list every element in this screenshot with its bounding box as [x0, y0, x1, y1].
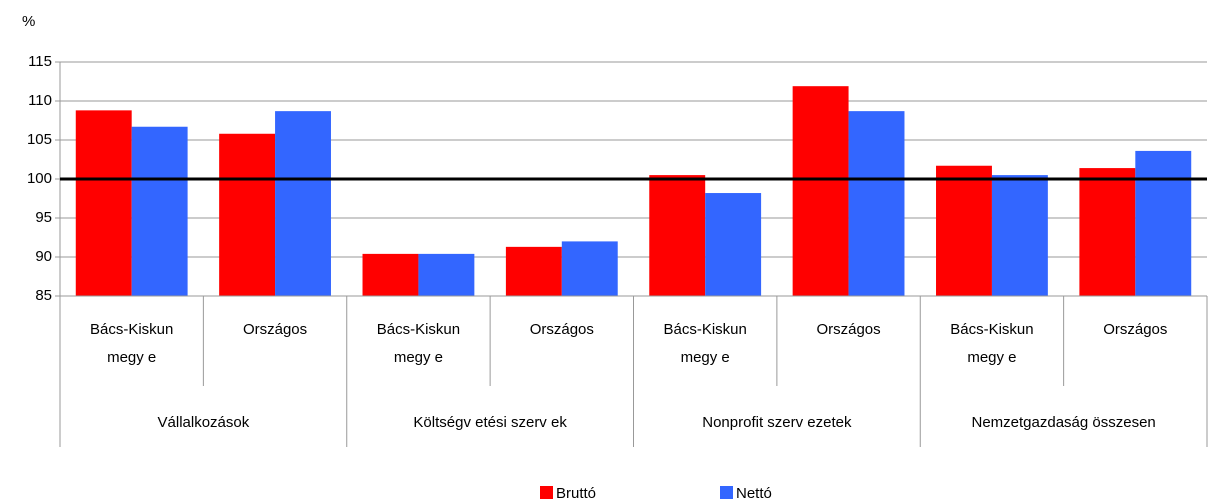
bar	[936, 165, 992, 296]
bar	[75, 110, 132, 296]
unit-label: %	[22, 13, 35, 30]
bar	[505, 246, 562, 296]
legend-swatch	[540, 486, 553, 499]
x-tick-label: Bács-Kiskun megy e	[950, 321, 1034, 366]
x-tick-label: Országos	[1103, 321, 1168, 338]
legend-swatch	[720, 486, 733, 499]
bar	[991, 175, 1048, 296]
legend-label: Nettó	[736, 485, 772, 502]
bar	[705, 193, 762, 296]
x-tick-label: Bács-Kiskun megy e	[663, 321, 747, 366]
y-tick-label: 105	[27, 131, 52, 148]
group-label: Vállalkozások	[157, 414, 250, 431]
bar	[792, 86, 849, 297]
bar	[219, 133, 276, 296]
bar	[1079, 168, 1136, 296]
bar	[649, 175, 706, 296]
bar	[418, 253, 475, 296]
y-tick-label: 95	[35, 209, 52, 226]
bar	[362, 253, 419, 296]
x-tick-label: Bács-Kiskun megy e	[90, 321, 174, 366]
bar	[275, 111, 331, 296]
y-tick-label: 90	[35, 248, 52, 265]
y-tick-label: 100	[27, 170, 52, 187]
group-label: Nemzetgazdaság összesen	[971, 414, 1156, 431]
bar	[1135, 150, 1192, 296]
y-tick-label: 115	[28, 53, 52, 70]
x-tick-label: Országos	[529, 321, 594, 338]
group-label: Költségv etési szerv ek	[413, 414, 567, 431]
bar	[848, 111, 905, 296]
y-tick-label: 85	[35, 287, 52, 304]
bar	[131, 126, 188, 297]
x-tick-label: Bács-Kiskun megy e	[376, 321, 461, 366]
bar	[561, 241, 618, 296]
group-label: Nonprofit szerv ezetek	[702, 414, 852, 431]
x-tick-label: Országos	[242, 321, 308, 338]
legend-label: Bruttó	[556, 485, 596, 502]
y-tick-label: 110	[28, 92, 52, 109]
x-tick-label: Országos	[816, 321, 881, 338]
